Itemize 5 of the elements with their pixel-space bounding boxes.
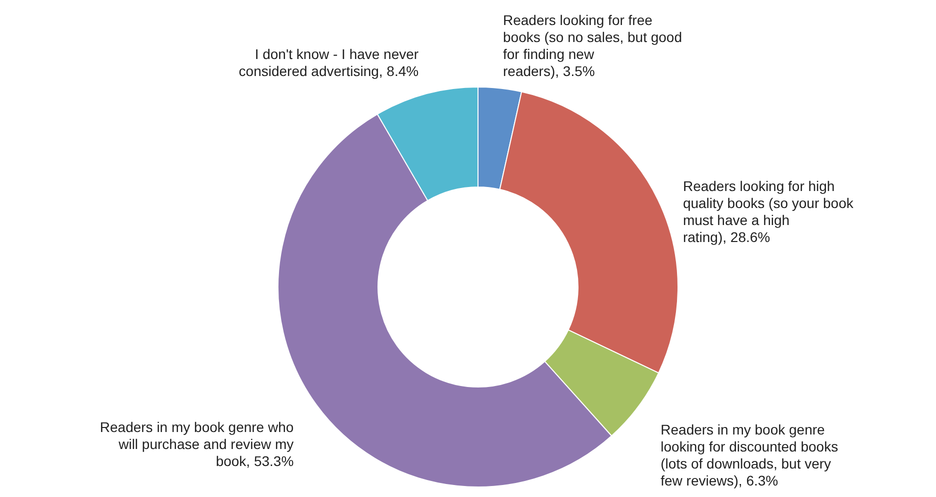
slice-label: Readers in my book genre who will purchase and review my book, 53.3% bbox=[100, 419, 294, 470]
slice-label: Readers in my book genre looking for discounted books (lots of downloads, but very few reviews), 6.3% bbox=[660, 421, 838, 488]
slice-label: Readers looking for high quality books (so your book must have a high rating), 28.6% bbox=[682, 178, 854, 246]
slice-label: I don't know - I have never considered advertising, 8.4% bbox=[238, 46, 419, 79]
slice-label: Readers looking for free books (so no sales, but good for finding new readers), 3.5% bbox=[502, 12, 682, 79]
